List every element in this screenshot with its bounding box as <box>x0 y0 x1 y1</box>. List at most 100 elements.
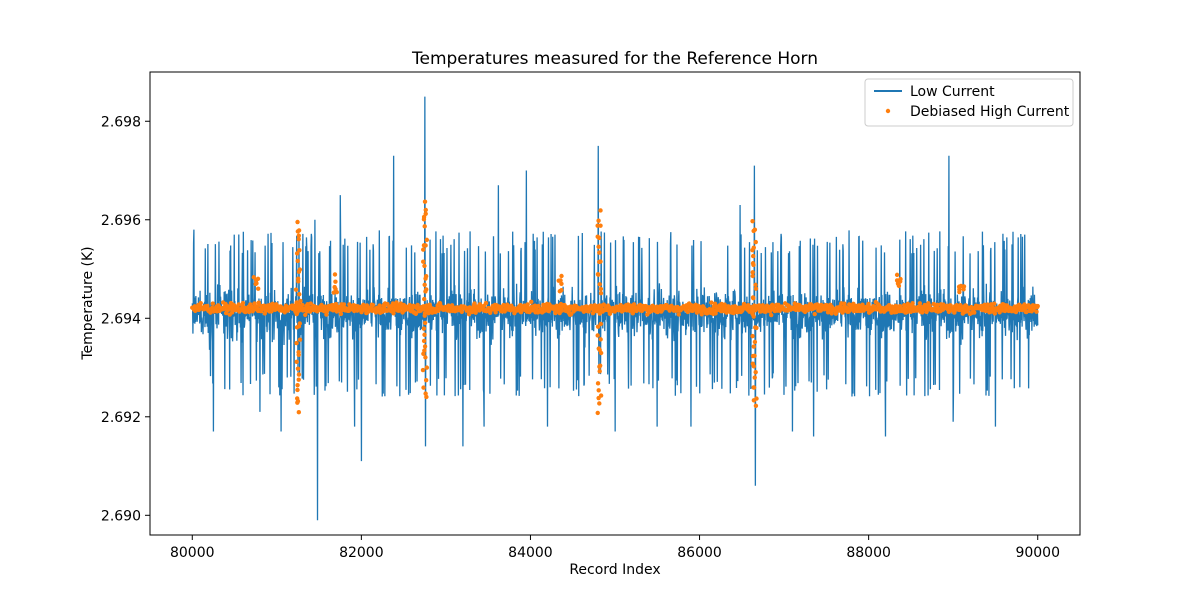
high-current-point <box>341 302 347 307</box>
high-current-point <box>1034 309 1039 314</box>
high-current-point <box>473 310 478 315</box>
x-tick-label: 88000 <box>846 545 891 561</box>
high-current-point <box>753 286 759 291</box>
high-current-point <box>295 382 300 388</box>
high-current-point <box>597 250 602 255</box>
high-current-point <box>205 303 210 309</box>
high-current-point <box>333 301 339 307</box>
high-current-point <box>598 337 603 342</box>
high-current-point <box>595 333 600 338</box>
x-tick-label: 86000 <box>677 545 722 561</box>
high-current-point <box>752 353 757 358</box>
high-current-point <box>422 199 428 204</box>
y-tick-label: 2.690 <box>101 508 141 524</box>
high-current-point <box>298 298 303 304</box>
high-current-point <box>332 272 338 277</box>
x-tick-label: 80000 <box>170 545 215 561</box>
high-current-point <box>296 233 302 238</box>
high-current-point <box>472 301 477 306</box>
high-current-point <box>769 312 774 318</box>
high-current-point <box>595 223 600 228</box>
high-current-point <box>596 272 601 277</box>
high-current-point <box>751 344 756 349</box>
x-tick-label: 90000 <box>1015 545 1060 561</box>
high-current-point <box>751 228 756 234</box>
y-tick-label: 2.694 <box>101 311 141 327</box>
high-current-point <box>983 308 988 314</box>
high-current-point <box>423 207 428 213</box>
y-tick-label: 2.698 <box>101 114 141 130</box>
high-current-point <box>459 309 464 315</box>
high-current-point <box>536 303 541 309</box>
high-current-point <box>422 344 428 349</box>
high-current-point <box>483 300 489 306</box>
x-tick-label: 84000 <box>508 545 553 561</box>
high-current-point <box>529 299 534 305</box>
high-current-point <box>295 400 300 405</box>
high-current-point <box>422 348 427 353</box>
high-current-point <box>253 281 258 287</box>
high-current-point <box>992 301 997 306</box>
high-current-point <box>750 333 755 339</box>
high-current-point <box>332 284 337 290</box>
x-axis-label: Record Index <box>569 562 660 578</box>
high-current-point <box>421 338 427 344</box>
high-current-point <box>753 282 758 288</box>
high-current-point <box>750 295 756 300</box>
high-current-point <box>424 365 430 370</box>
high-current-point <box>424 394 429 400</box>
high-current-point <box>297 292 302 297</box>
high-current-point <box>596 388 601 393</box>
high-current-point <box>597 401 602 406</box>
high-current-point <box>236 302 242 307</box>
high-current-point <box>323 304 328 309</box>
chart-title: Temperatures measured for the Reference … <box>411 49 818 69</box>
high-current-point <box>296 352 301 357</box>
high-current-point <box>753 239 758 245</box>
high-current-point <box>631 302 637 307</box>
high-current-point <box>296 324 302 329</box>
high-current-point <box>295 229 301 234</box>
high-current-point <box>421 259 426 264</box>
high-current-point <box>364 303 370 308</box>
y-tick-label: 2.696 <box>101 213 141 229</box>
high-current-point <box>210 301 216 306</box>
high-current-point <box>597 303 602 308</box>
high-current-point <box>423 391 428 396</box>
high-current-point <box>920 310 925 315</box>
high-current-point <box>296 372 302 377</box>
high-current-point <box>972 310 977 315</box>
high-current-point <box>754 325 759 331</box>
high-current-point <box>597 369 602 374</box>
high-current-point <box>296 269 302 274</box>
y-axis-label: Temperature (K) <box>80 246 96 360</box>
high-current-point <box>559 308 565 313</box>
high-current-point <box>985 302 990 307</box>
high-current-point <box>293 287 299 292</box>
high-current-point <box>957 289 962 295</box>
high-current-point <box>559 281 564 286</box>
high-current-point <box>449 303 455 308</box>
high-current-point <box>750 247 755 253</box>
high-current-point <box>752 339 758 345</box>
high-current-point <box>598 291 604 296</box>
high-current-point <box>295 258 300 264</box>
high-current-point <box>421 385 426 390</box>
high-current-point <box>240 300 246 306</box>
high-current-point <box>423 276 428 281</box>
high-current-point <box>270 301 275 307</box>
high-current-point <box>295 387 300 393</box>
high-current-point <box>295 366 301 371</box>
x-axis: 80000 82000 84000 86000 88000 90000 <box>170 535 1060 561</box>
high-current-point <box>294 340 299 346</box>
high-current-point <box>897 279 903 284</box>
high-current-point <box>597 282 602 287</box>
high-current-point <box>751 308 757 313</box>
high-current-point <box>753 403 759 408</box>
high-current-point <box>753 369 758 375</box>
high-current-point <box>709 300 714 305</box>
high-current-point <box>818 308 823 313</box>
high-current-point <box>253 278 259 283</box>
high-current-point <box>294 300 299 305</box>
